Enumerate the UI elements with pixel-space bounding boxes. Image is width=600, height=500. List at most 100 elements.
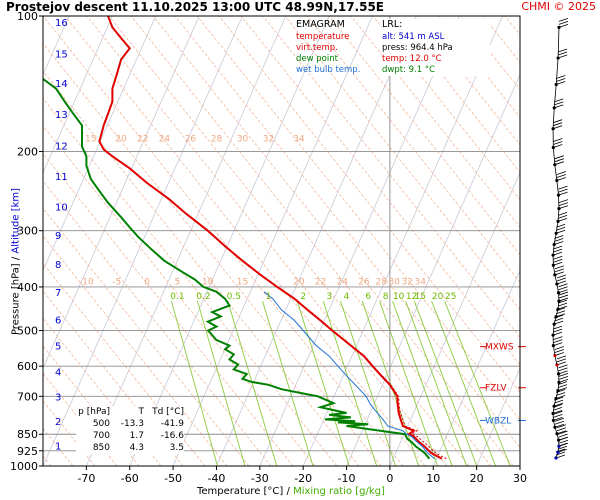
levels-cell: 3.5 — [169, 443, 184, 453]
lrl-pressure: press: 964.4 hPa — [382, 43, 453, 53]
levels-header-pressure: p [hPa] — [78, 407, 110, 417]
isotherm-label: 32 — [402, 277, 413, 287]
altitude-tick-label: 3 — [55, 393, 61, 404]
dry-adiabat-line — [218, 16, 520, 393]
wind-barb-flag — [557, 51, 568, 56]
wind-barb-flag — [553, 255, 563, 260]
dry-adiabat-line — [43, 317, 162, 466]
dry-adiabat-line — [527, 16, 600, 466]
dry-adiabat-line — [0, 16, 7, 466]
dry-adiabat-line — [108, 16, 470, 466]
isotherm-label: 22 — [315, 277, 326, 287]
sounding-series — [43, 16, 447, 460]
mixing-ratio-label: 0.2 — [196, 292, 210, 302]
reference-level-label: WBZL — [485, 416, 511, 426]
isotherm-label: 24 — [336, 277, 348, 287]
wind-barb-flag — [555, 392, 566, 396]
isotherm-label: 15 — [85, 134, 96, 144]
isotherm-label: 30 — [237, 134, 249, 144]
mixing-ratio-line — [379, 300, 438, 466]
isotherm-label: -5 — [112, 277, 121, 287]
wind-barb-flag — [557, 381, 568, 386]
isotherm-line — [302, 16, 504, 466]
levels-table: p [hPa] T Td [°C] 500 -13.3 -41.9 700 1.… — [76, 406, 184, 454]
wind-barb-flag — [558, 291, 569, 296]
reference-level-label: MXWS — [485, 343, 514, 353]
mixing-ratio-label: 1 — [266, 292, 272, 302]
wind-barb-staff — [553, 84, 557, 108]
wind-barb-point — [555, 432, 559, 436]
dry-adiabat-line — [43, 345, 140, 466]
levels-cell: 700 — [92, 431, 110, 441]
levels-table-row: 850 4.3 3.5 — [76, 442, 184, 454]
lrl-title: LRL: — [382, 19, 403, 30]
mixing-ratio-line — [340, 300, 396, 466]
mixing-ratio-label: 3 — [326, 292, 332, 302]
wind-barb-flag — [558, 294, 569, 299]
wind-barb-flag — [554, 268, 564, 273]
wind-barb-flag — [558, 367, 568, 372]
wind-barb-point — [551, 343, 555, 348]
mixing-ratio-line — [197, 300, 246, 466]
wind-barb-flag — [552, 407, 563, 411]
dry-adiabat-lines — [0, 16, 600, 466]
dry-adiabat-line — [43, 262, 206, 466]
wind-barb-flag — [552, 119, 563, 124]
y-tick-label: 500 — [17, 325, 38, 338]
wind-barb-flag — [558, 439, 569, 444]
wind-barb-flag — [556, 171, 566, 175]
x-axis-title: Temperature [°C] / Mixing ratio [g/kg] — [197, 486, 385, 497]
dry-adiabat-line — [174, 16, 520, 448]
wind-barb-flag — [556, 174, 566, 178]
wind-barb-flag — [558, 373, 569, 377]
copyright-label: CHMI © 2025 — [521, 0, 596, 13]
wind-barb-flag — [558, 433, 568, 438]
wind-barb-flag — [554, 417, 565, 422]
mixing-ratio-lines — [170, 300, 511, 466]
isotherm-line — [85, 16, 287, 466]
x-tick-label: -50 — [164, 472, 182, 485]
mixing-ratio-line — [262, 300, 314, 466]
wind-barb-flag — [554, 265, 564, 270]
levels-cell: 4.3 — [129, 443, 144, 453]
wind-barb-staff — [553, 233, 557, 245]
wind-barb-flag — [553, 138, 563, 142]
chart-axes: -70 -60 -50 -40 -30 -20 -10 0 10 20 30100200300400… — [10, 10, 527, 485]
wind-barb-point — [555, 282, 559, 286]
mixing-ratio-line — [322, 300, 378, 466]
isotherm-label: 20 — [115, 134, 127, 144]
wind-barb-staff — [552, 324, 555, 336]
mixing-ratio-line — [405, 300, 468, 466]
isotherm-label: 10 — [202, 277, 214, 287]
wind-barb-flag — [553, 336, 563, 340]
wind-barb-flag — [553, 414, 563, 418]
altitude-tick-label: 16 — [55, 18, 68, 29]
wind-barb-flag — [557, 214, 568, 219]
mixing-ratio-label: 10 — [393, 292, 405, 302]
dry-adiabat-line — [416, 16, 520, 146]
dry-adiabat-line — [43, 97, 338, 466]
altitude-tick-label: 6 — [55, 315, 61, 326]
dry-adiabat-line — [438, 16, 520, 118]
levels-cell: 850 — [92, 443, 110, 453]
y-axis-title-pressure: Pressure [hPa] — [10, 263, 22, 336]
wind-barb-flag — [558, 430, 568, 435]
wind-barb-staff — [552, 244, 555, 256]
legend-item-temperature: temperature — [296, 32, 350, 42]
isotherm-label: 34 — [415, 277, 427, 287]
dry-adiabat-line — [196, 16, 520, 421]
wind-barb-flag — [554, 101, 564, 106]
levels-table-row: 500 -13.3 -41.9 — [76, 418, 184, 430]
mixing-ratio-line — [170, 300, 218, 466]
wind-barb-flag — [557, 302, 568, 307]
isotherm-label: 30 — [389, 277, 401, 287]
wind-barb-point — [553, 353, 557, 358]
wind-barb-flag — [556, 78, 566, 82]
wind-barb-flag — [553, 399, 564, 404]
wind-barb-staff — [557, 208, 560, 222]
lrl-dewpoint: dwpt: 9.1 °C — [382, 65, 436, 75]
wind-barb-flag — [553, 411, 563, 415]
levels-cell: -13.3 — [120, 419, 144, 429]
wind-barb-flag — [552, 245, 563, 250]
wind-barb-flag — [554, 238, 564, 242]
